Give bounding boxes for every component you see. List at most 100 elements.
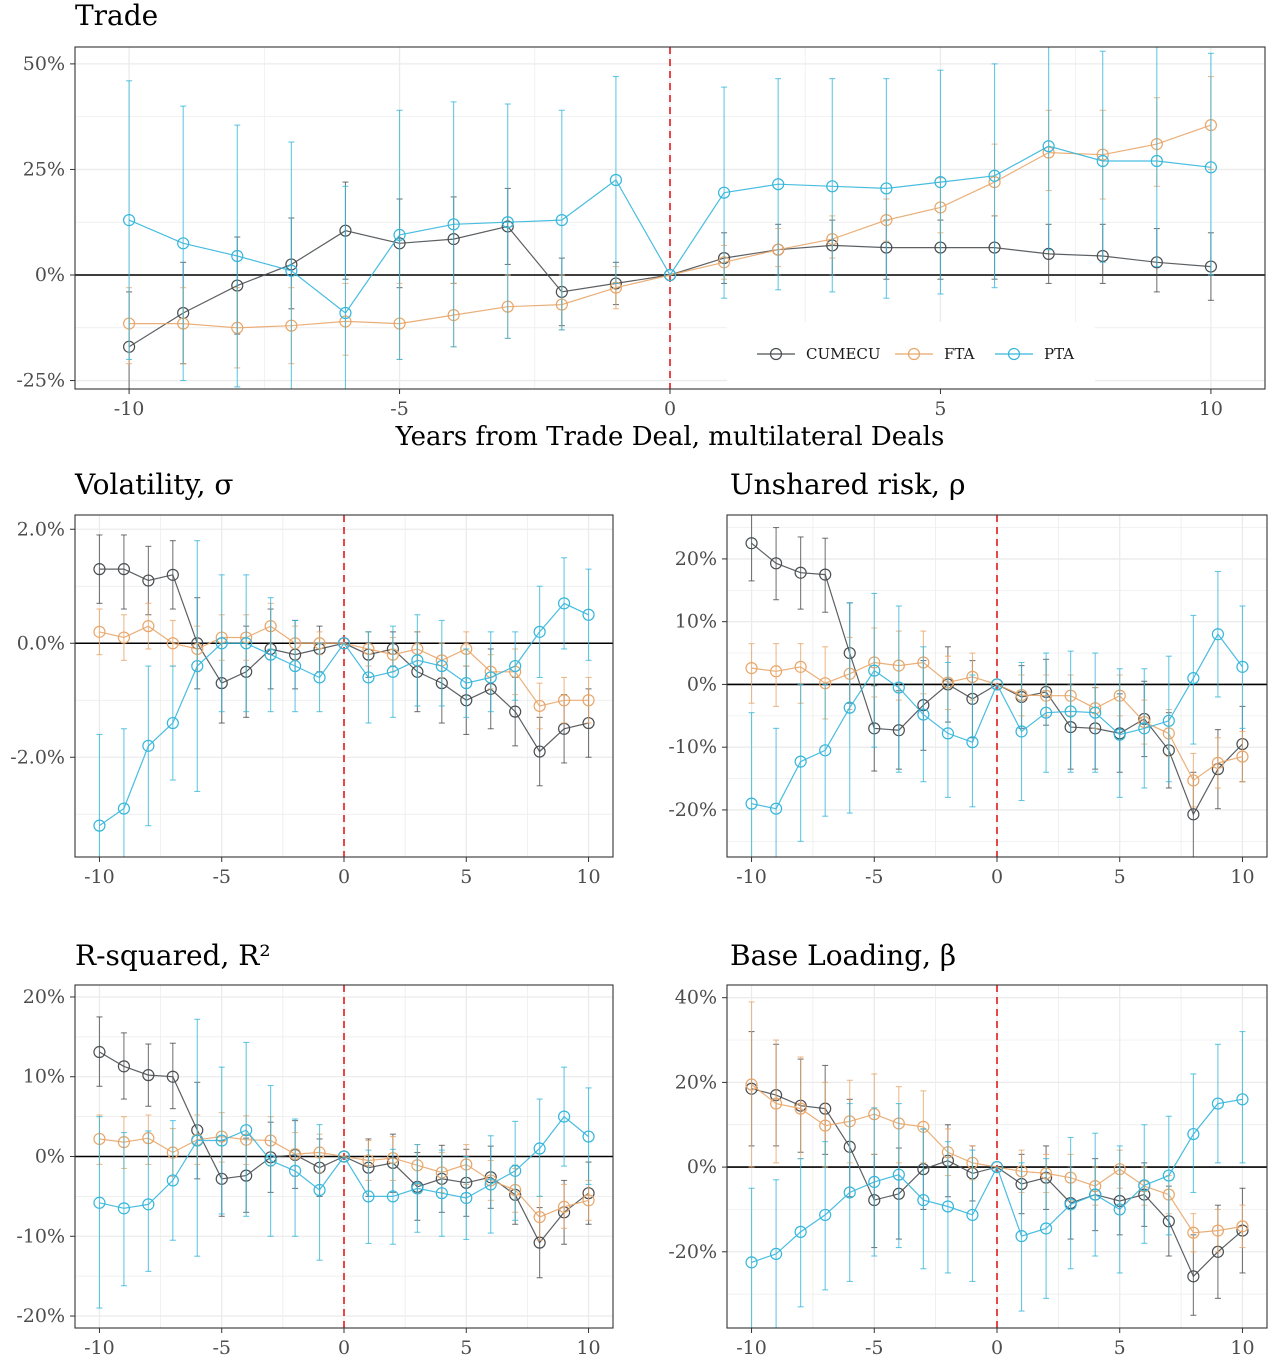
data-point-fta xyxy=(794,660,807,673)
legend-background xyxy=(727,322,1095,388)
series-pta xyxy=(93,540,595,857)
x-tick-label-base_loading: -10 xyxy=(736,1337,767,1359)
data-point-cumecu xyxy=(1187,808,1200,821)
data-point-pta xyxy=(582,608,595,621)
data-point-pta xyxy=(717,186,731,199)
data-point-pta xyxy=(93,819,106,832)
data-point-pta xyxy=(166,1174,179,1187)
data-point-pta xyxy=(941,1200,955,1213)
data-point-pta xyxy=(934,176,947,189)
data-point-pta xyxy=(582,1130,595,1143)
data-point-cumecu xyxy=(117,563,131,576)
legend-label-pta: PTA xyxy=(1044,345,1074,363)
data-point-pta xyxy=(117,1202,131,1215)
data-point-pta xyxy=(1236,1093,1249,1106)
x-tick-label-unshared_risk: 10 xyxy=(1230,866,1254,888)
data-point-fta xyxy=(166,637,179,650)
x-tick-label-base_loading: -5 xyxy=(865,1337,884,1359)
data-point-fta xyxy=(582,1194,595,1207)
x-tick-label-trade: 5 xyxy=(934,398,946,420)
x-axis-title-trade: Years from Trade Deal, multilateral Deal… xyxy=(395,422,945,452)
data-point-pta xyxy=(1204,161,1218,174)
data-point-pta xyxy=(769,802,783,815)
y-tick-label-volatility: -2.0% xyxy=(10,746,65,768)
data-point-pta xyxy=(509,1164,522,1177)
legend-item-pta: PTA xyxy=(995,345,1074,363)
x-tick-label-volatility: -10 xyxy=(84,866,115,888)
data-point-pta xyxy=(1211,1097,1225,1110)
data-point-pta xyxy=(1015,725,1028,738)
x-tick-label-base_loading: 0 xyxy=(991,1337,1003,1359)
legend-key-marker-fta xyxy=(907,347,921,361)
x-tick-label-base_loading: 5 xyxy=(1114,1337,1126,1359)
y-tick-label-unshared_risk: 10% xyxy=(675,611,717,633)
data-point-pta xyxy=(339,306,352,320)
data-point-cumecu xyxy=(166,1070,179,1083)
data-point-fta xyxy=(1187,1226,1200,1239)
data-point-cumecu xyxy=(794,566,807,579)
x-tick-label-base_loading: 10 xyxy=(1230,1337,1254,1359)
data-point-pta xyxy=(819,1208,832,1222)
data-point-pta xyxy=(288,1164,302,1177)
y-tick-label-r_squared: -10% xyxy=(16,1225,65,1247)
data-point-pta xyxy=(386,1190,400,1203)
data-point-pta xyxy=(362,671,375,684)
series-group-unshared_risk xyxy=(745,515,1249,857)
data-point-pta xyxy=(337,1150,351,1163)
data-point-cumecu xyxy=(93,563,106,576)
data-point-pta xyxy=(1187,1127,1200,1141)
x-tick-label-volatility: 0 xyxy=(338,866,350,888)
data-point-pta xyxy=(533,625,546,638)
y-tick-label-unshared_risk: 20% xyxy=(675,548,717,570)
data-point-pta xyxy=(1113,1203,1126,1216)
data-point-pta xyxy=(1162,1169,1175,1182)
data-point-fta xyxy=(142,620,155,633)
data-point-pta xyxy=(411,1182,424,1195)
data-point-cumecu xyxy=(142,1069,155,1082)
data-point-pta xyxy=(484,671,497,684)
series-pta xyxy=(745,1031,1249,1328)
y-tick-label-trade: -25% xyxy=(16,370,65,392)
data-point-pta xyxy=(313,1183,326,1197)
data-point-fta xyxy=(1187,774,1200,787)
y-tick-label-r_squared: 0% xyxy=(35,1146,65,1168)
data-point-pta xyxy=(386,665,400,678)
data-point-pta xyxy=(215,1134,228,1147)
data-point-pta xyxy=(117,802,131,815)
panel-r-squared: R-squared, R² -10 -5 0 5 10 -20% -10% 0% 10% 20% xyxy=(16,939,614,1359)
data-point-pta xyxy=(264,1154,277,1167)
data-point-pta xyxy=(1015,1230,1028,1243)
data-point-pta xyxy=(288,659,302,673)
data-point-fta xyxy=(557,694,571,707)
series-line-pta xyxy=(99,1115,589,1209)
legend-label-fta: FTA xyxy=(944,345,975,363)
x-tick-label-unshared_risk: 0 xyxy=(991,866,1003,888)
series-group-trade xyxy=(122,47,1218,389)
data-point-pta xyxy=(794,755,807,768)
series-group-r_squared xyxy=(93,1016,595,1309)
data-point-fta xyxy=(745,1078,758,1091)
data-point-pta xyxy=(1089,1188,1102,1201)
series-pta xyxy=(93,1018,595,1309)
data-point-fta xyxy=(1211,756,1225,769)
y-tick-label-trade: 0% xyxy=(35,264,65,286)
data-point-fta xyxy=(819,1119,832,1132)
data-point-pta xyxy=(1064,705,1077,718)
data-point-pta xyxy=(533,1142,546,1155)
data-point-pta xyxy=(240,1124,253,1137)
data-point-pta xyxy=(941,727,955,740)
x-tick-label-trade: 10 xyxy=(1199,398,1223,420)
data-point-pta xyxy=(1150,154,1163,168)
data-point-pta xyxy=(411,654,424,667)
data-point-cumecu xyxy=(117,1060,131,1073)
data-point-pta xyxy=(501,216,514,229)
data-point-fta xyxy=(533,1211,546,1224)
data-point-pta xyxy=(966,1208,979,1222)
data-point-cumecu xyxy=(769,557,783,570)
x-tick-label-volatility: 10 xyxy=(576,866,600,888)
data-point-pta xyxy=(880,182,893,195)
data-point-fta xyxy=(533,699,546,713)
y-tick-label-r_squared: 10% xyxy=(23,1066,65,1088)
data-point-pta xyxy=(1138,722,1151,735)
